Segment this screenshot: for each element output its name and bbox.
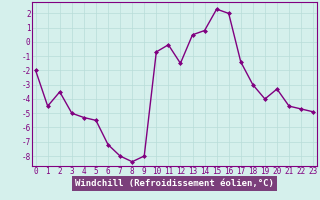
- X-axis label: Windchill (Refroidissement éolien,°C): Windchill (Refroidissement éolien,°C): [75, 179, 274, 188]
